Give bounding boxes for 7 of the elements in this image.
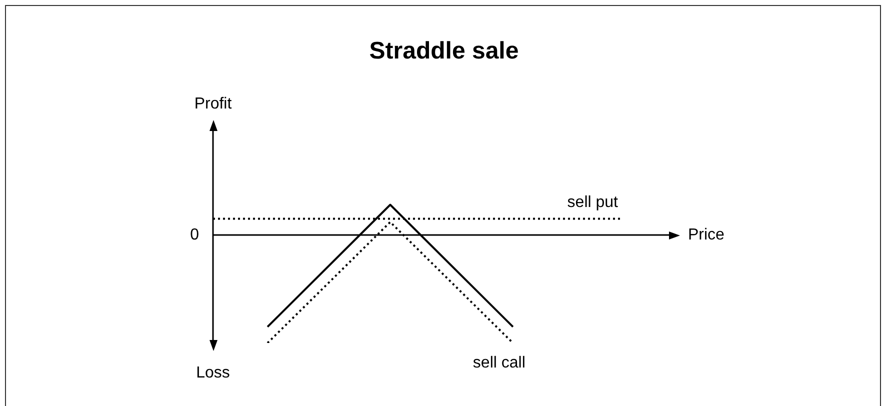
text: 0 <box>190 226 200 244</box>
text: Profit <box>194 95 232 112</box>
x-axis-title: Price <box>688 226 725 244</box>
series-label: sell put <box>567 194 619 212</box>
text: Loss <box>196 364 230 382</box>
series-label: sell call <box>472 354 526 372</box>
chart-title: Straddle sale <box>369 38 519 65</box>
